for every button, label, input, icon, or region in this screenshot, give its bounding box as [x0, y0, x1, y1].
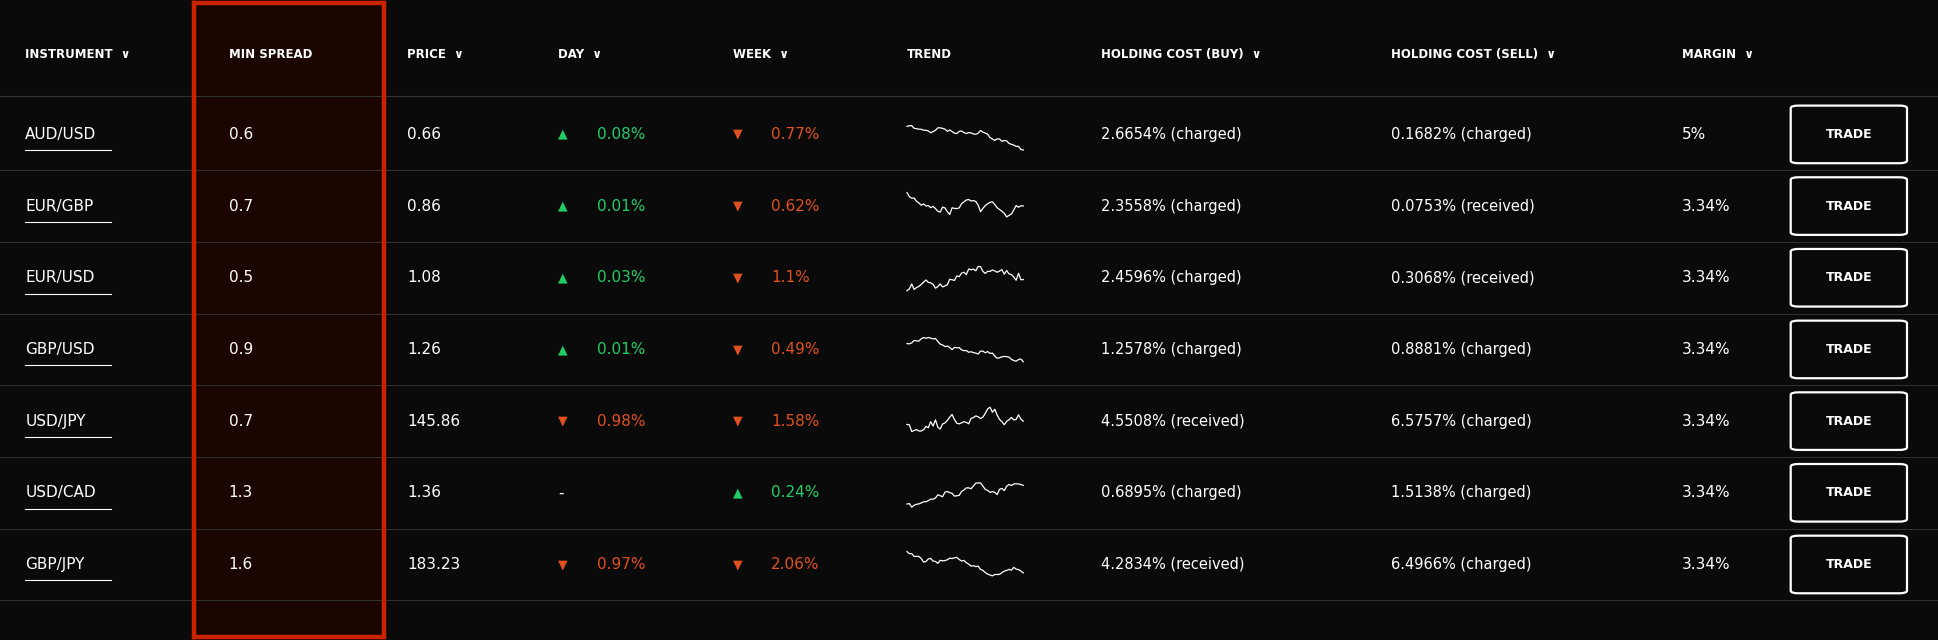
Text: GBP/JPY: GBP/JPY [25, 557, 85, 572]
Text: TREND: TREND [907, 48, 952, 61]
Text: 0.24%: 0.24% [771, 485, 820, 500]
Text: 1.3: 1.3 [229, 485, 254, 500]
Text: MARGIN  ∨: MARGIN ∨ [1682, 48, 1754, 61]
Text: 0.9: 0.9 [229, 342, 254, 357]
Text: 2.4596% (charged): 2.4596% (charged) [1101, 270, 1242, 285]
Text: 0.6895% (charged): 0.6895% (charged) [1101, 485, 1242, 500]
Text: 0.86: 0.86 [407, 198, 440, 214]
Text: ▼: ▼ [733, 343, 742, 356]
Text: ▲: ▲ [558, 343, 568, 356]
Text: TRADE: TRADE [1826, 486, 1872, 499]
Text: 3.34%: 3.34% [1682, 342, 1731, 357]
Text: ▲: ▲ [558, 271, 568, 284]
Text: ▼: ▼ [733, 200, 742, 212]
Text: 3.34%: 3.34% [1682, 557, 1731, 572]
Text: 0.01%: 0.01% [597, 198, 645, 214]
Text: ▼: ▼ [733, 415, 742, 428]
Text: 0.3068% (received): 0.3068% (received) [1391, 270, 1535, 285]
Text: 4.5508% (received): 4.5508% (received) [1101, 413, 1244, 429]
Text: ▲: ▲ [558, 200, 568, 212]
Text: 3.34%: 3.34% [1682, 413, 1731, 429]
Text: 0.62%: 0.62% [771, 198, 820, 214]
Text: 0.7: 0.7 [229, 413, 252, 429]
Text: 0.98%: 0.98% [597, 413, 645, 429]
Text: 0.08%: 0.08% [597, 127, 645, 142]
Text: 183.23: 183.23 [407, 557, 459, 572]
Text: 0.7: 0.7 [229, 198, 252, 214]
Text: AUD/USD: AUD/USD [25, 127, 97, 142]
Text: 0.6: 0.6 [229, 127, 254, 142]
Text: ▼: ▼ [733, 271, 742, 284]
Text: GBP/USD: GBP/USD [25, 342, 95, 357]
Text: 0.66: 0.66 [407, 127, 442, 142]
Text: 3.34%: 3.34% [1682, 270, 1731, 285]
Text: ▲: ▲ [733, 486, 742, 499]
Text: ▼: ▼ [733, 128, 742, 141]
Text: 0.5: 0.5 [229, 270, 252, 285]
Text: ▼: ▼ [558, 558, 568, 571]
Text: 6.4966% (charged): 6.4966% (charged) [1391, 557, 1531, 572]
Text: HOLDING COST (BUY)  ∨: HOLDING COST (BUY) ∨ [1101, 48, 1262, 61]
Text: WEEK  ∨: WEEK ∨ [733, 48, 789, 61]
Text: TRADE: TRADE [1826, 128, 1872, 141]
Text: 6.5757% (charged): 6.5757% (charged) [1391, 413, 1533, 429]
Text: 1.1%: 1.1% [771, 270, 810, 285]
Text: 5%: 5% [1682, 127, 1707, 142]
Text: 3.34%: 3.34% [1682, 198, 1731, 214]
Text: 2.6654% (charged): 2.6654% (charged) [1101, 127, 1242, 142]
Text: -: - [558, 485, 564, 500]
Text: PRICE  ∨: PRICE ∨ [407, 48, 463, 61]
Text: ▲: ▲ [558, 128, 568, 141]
Text: 3.34%: 3.34% [1682, 485, 1731, 500]
Text: TRADE: TRADE [1826, 343, 1872, 356]
Text: 0.49%: 0.49% [771, 342, 820, 357]
Text: 1.08: 1.08 [407, 270, 440, 285]
Text: DAY  ∨: DAY ∨ [558, 48, 603, 61]
Text: 1.58%: 1.58% [771, 413, 820, 429]
Text: 2.3558% (charged): 2.3558% (charged) [1101, 198, 1240, 214]
Text: MIN SPREAD: MIN SPREAD [229, 48, 312, 61]
Text: 0.97%: 0.97% [597, 557, 645, 572]
Bar [194, 0, 384, 640]
Text: ▼: ▼ [558, 415, 568, 428]
Text: TRADE: TRADE [1826, 558, 1872, 571]
Text: 1.36: 1.36 [407, 485, 442, 500]
Text: 145.86: 145.86 [407, 413, 459, 429]
Text: 1.2578% (charged): 1.2578% (charged) [1101, 342, 1242, 357]
Text: HOLDING COST (SELL)  ∨: HOLDING COST (SELL) ∨ [1391, 48, 1556, 61]
Text: EUR/USD: EUR/USD [25, 270, 95, 285]
Text: TRADE: TRADE [1826, 415, 1872, 428]
Text: 2.06%: 2.06% [771, 557, 820, 572]
Text: 0.0753% (received): 0.0753% (received) [1391, 198, 1535, 214]
Text: 0.03%: 0.03% [597, 270, 645, 285]
Text: 4.2834% (received): 4.2834% (received) [1101, 557, 1244, 572]
Text: INSTRUMENT  ∨: INSTRUMENT ∨ [25, 48, 130, 61]
Text: 1.6: 1.6 [229, 557, 254, 572]
Text: EUR/GBP: EUR/GBP [25, 198, 93, 214]
Text: 0.8881% (charged): 0.8881% (charged) [1391, 342, 1533, 357]
Text: 0.01%: 0.01% [597, 342, 645, 357]
Text: 1.26: 1.26 [407, 342, 440, 357]
Text: 1.5138% (charged): 1.5138% (charged) [1391, 485, 1531, 500]
Text: USD/CAD: USD/CAD [25, 485, 95, 500]
Text: ▼: ▼ [733, 558, 742, 571]
Text: 0.77%: 0.77% [771, 127, 820, 142]
Text: TRADE: TRADE [1826, 200, 1872, 212]
Text: TRADE: TRADE [1826, 271, 1872, 284]
Text: 0.1682% (charged): 0.1682% (charged) [1391, 127, 1533, 142]
Text: USD/JPY: USD/JPY [25, 413, 85, 429]
